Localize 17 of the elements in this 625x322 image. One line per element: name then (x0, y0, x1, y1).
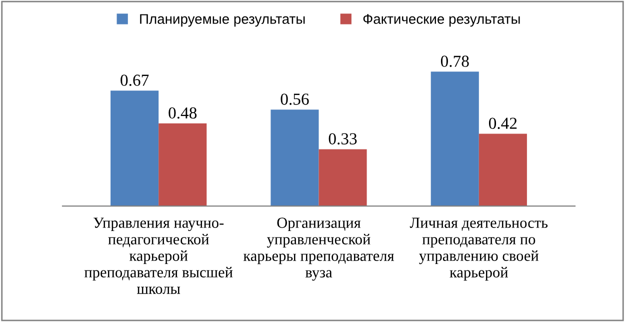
legend-label: Фактические результаты (363, 14, 520, 27)
data-label: 0.48 (168, 107, 197, 119)
data-label: 0.67 (120, 74, 149, 86)
legend-label: Планируемые результаты (140, 14, 305, 27)
data-label: 0.42 (488, 118, 517, 130)
bar (430, 72, 479, 206)
bar (478, 134, 527, 206)
bar (270, 110, 319, 206)
x-tick-label: Управления научно- педагогической карьерой преподавателя высшей школы (84, 218, 233, 294)
bar (110, 90, 159, 206)
x-tick-label: Организация управленческой карьеры преподавателя вуза (243, 218, 394, 281)
bar (318, 149, 367, 206)
x-tick-label: Личная деятельность преподавателя по управлению своей карьерой (410, 218, 548, 281)
bar (158, 123, 207, 206)
data-label: 0.33 (328, 133, 357, 145)
data-label: 0.78 (440, 56, 469, 67)
data-label: 0.56 (280, 94, 309, 105)
